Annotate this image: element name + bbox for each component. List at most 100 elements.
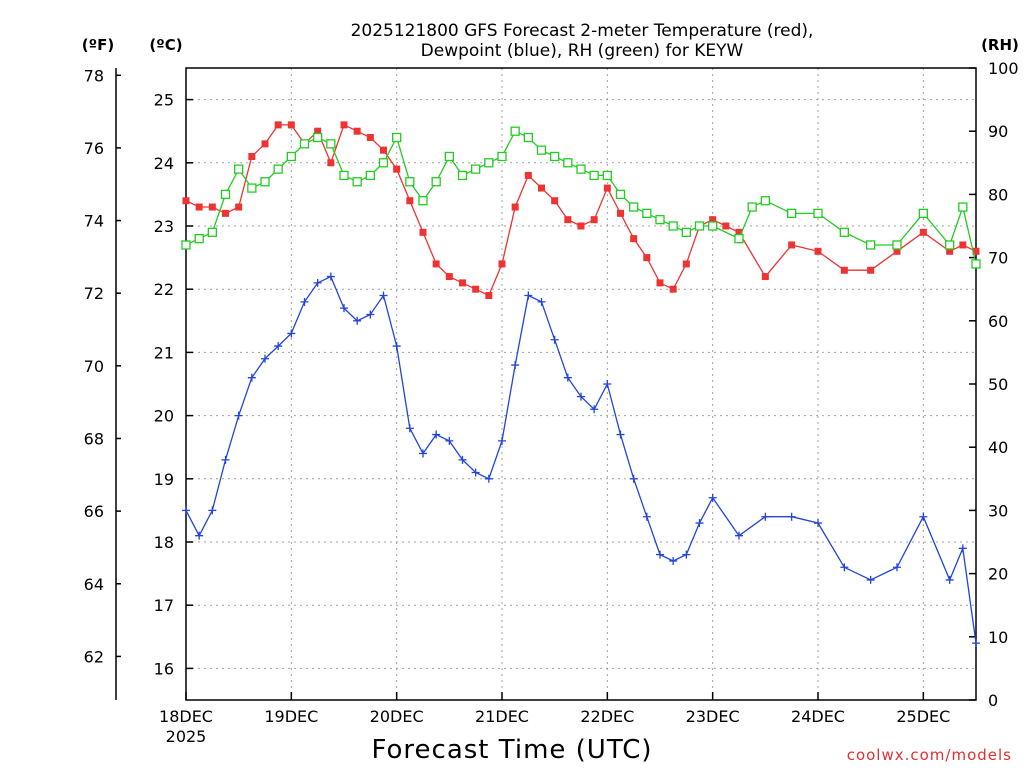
relative-humidity-point bbox=[339, 170, 349, 181]
2-meter-temperature-point bbox=[709, 216, 717, 224]
relative-humidity-point bbox=[471, 164, 481, 174]
relative-humidity-point bbox=[866, 240, 876, 250]
rh-tick-label: 50 bbox=[988, 375, 1008, 394]
2-meter-temperature-point bbox=[840, 266, 848, 274]
celsius-tick-label: 17 bbox=[154, 596, 174, 615]
relative-humidity-point bbox=[260, 177, 270, 187]
dewpoint-point bbox=[234, 411, 243, 420]
2-meter-temperature-point bbox=[235, 203, 243, 211]
dewpoint-point bbox=[405, 424, 414, 433]
dewpoint-point bbox=[392, 342, 401, 351]
2-meter-temperature-point bbox=[959, 241, 967, 249]
relative-humidity-point bbox=[313, 132, 323, 143]
relative-humidity-point bbox=[497, 151, 507, 162]
fahrenheit-tick-label: 76 bbox=[84, 139, 104, 158]
x-tick-label: 23DEC bbox=[686, 707, 740, 726]
chart-title-line-1: 2025121800 GFS Forecast 2-meter Temperat… bbox=[351, 21, 814, 41]
dewpoint-point bbox=[669, 556, 678, 565]
2-meter-temperature-point bbox=[419, 228, 427, 236]
relative-humidity-point bbox=[629, 202, 639, 212]
fahrenheit-tick-label: 62 bbox=[84, 647, 104, 666]
x-tick-label: 18DEC bbox=[159, 707, 213, 726]
2-meter-temperature-point bbox=[195, 203, 203, 211]
2-meter-temperature-point bbox=[643, 254, 651, 262]
rh-tick-label: 20 bbox=[988, 565, 1008, 584]
2-meter-temperature-point bbox=[287, 121, 295, 129]
relative-humidity-point bbox=[655, 215, 665, 225]
relative-humidity-point bbox=[747, 202, 757, 212]
relative-humidity-point bbox=[286, 151, 296, 162]
2-meter-temperature-point bbox=[761, 273, 769, 281]
2-meter-temperature-point bbox=[314, 127, 322, 135]
dewpoint-point bbox=[471, 468, 480, 477]
dewpoint-point bbox=[787, 512, 796, 521]
dewpoint-point bbox=[603, 380, 612, 388]
dewpoint-point bbox=[840, 563, 849, 572]
2-meter-temperature-point bbox=[445, 273, 453, 281]
fahrenheit-tick-label: 70 bbox=[84, 357, 104, 376]
dewpoint-point bbox=[195, 531, 204, 540]
dewpoint-point bbox=[366, 310, 375, 319]
relative-humidity-point bbox=[813, 208, 823, 219]
relative-humidity-point bbox=[839, 227, 849, 237]
2-meter-temperature-point bbox=[472, 285, 480, 293]
2-meter-temperature-point bbox=[432, 260, 440, 268]
relative-humidity-point bbox=[234, 164, 244, 174]
relative-humidity-point bbox=[510, 126, 520, 136]
dewpoint-point bbox=[353, 316, 362, 325]
dewpoint-point bbox=[300, 297, 309, 306]
dewpoint-point bbox=[893, 563, 901, 572]
2-meter-temperature-point bbox=[564, 216, 572, 224]
dewpoint-point bbox=[458, 455, 467, 464]
2-meter-temperature-point bbox=[788, 241, 796, 249]
2-meter-temperature-line bbox=[185, 124, 977, 297]
dewpoint-point bbox=[221, 455, 230, 464]
relative-humidity-point bbox=[918, 208, 928, 219]
fahrenheit-unit-label: (ºF) bbox=[82, 36, 114, 54]
dewpoint-point bbox=[274, 342, 283, 351]
rh-unit-label: (RH) bbox=[981, 36, 1019, 54]
dewpoint-point bbox=[379, 291, 388, 300]
dewpoint-point bbox=[629, 474, 638, 483]
dewpoint-point bbox=[814, 519, 822, 528]
celsius-tick-label: 16 bbox=[154, 659, 174, 678]
dewpoint-point bbox=[432, 430, 441, 439]
relative-humidity-point bbox=[352, 177, 362, 187]
dewpoint-point bbox=[445, 436, 454, 445]
x-tick-label: 19DEC bbox=[264, 707, 318, 726]
2-meter-temperature-point bbox=[524, 171, 532, 179]
relative-humidity-point bbox=[194, 233, 204, 244]
dewpoint-point bbox=[708, 493, 717, 502]
relative-humidity-point bbox=[958, 202, 968, 212]
fahrenheit-tick-label: 78 bbox=[84, 66, 104, 85]
relative-humidity-point bbox=[457, 170, 468, 181]
2-meter-temperature-point bbox=[946, 247, 954, 255]
2-meter-temperature-point bbox=[366, 134, 374, 142]
dewpoint-point bbox=[919, 512, 928, 521]
relative-humidity-point bbox=[550, 151, 560, 162]
relative-humidity-point bbox=[734, 233, 744, 244]
relative-humidity-point bbox=[708, 221, 718, 231]
2-meter-temperature-point bbox=[340, 121, 348, 129]
2-meter-temperature-point bbox=[248, 152, 256, 160]
fahrenheit-tick-label: 72 bbox=[84, 284, 104, 303]
relative-humidity-point bbox=[431, 177, 441, 187]
2-meter-temperature-point bbox=[182, 197, 190, 205]
2-meter-temperature-point bbox=[656, 279, 664, 287]
2-meter-temperature-point bbox=[722, 222, 730, 230]
series-layer bbox=[181, 121, 981, 648]
dewpoint-point bbox=[550, 335, 559, 344]
relative-humidity-point bbox=[181, 240, 191, 250]
dewpoint-point bbox=[972, 639, 980, 648]
relative-humidity-point bbox=[945, 240, 955, 250]
x-tick-label: 24DEC bbox=[791, 707, 845, 726]
dewpoint-point bbox=[761, 512, 770, 521]
dewpoint-point bbox=[642, 512, 651, 521]
relative-humidity-point bbox=[615, 189, 626, 200]
dewpoint-point bbox=[695, 519, 704, 528]
rh-tick-label: 100 bbox=[988, 59, 1019, 78]
2-meter-temperature-point bbox=[919, 228, 927, 236]
celsius-tick-label: 25 bbox=[154, 91, 174, 110]
celsius-tick-label: 24 bbox=[154, 154, 174, 173]
